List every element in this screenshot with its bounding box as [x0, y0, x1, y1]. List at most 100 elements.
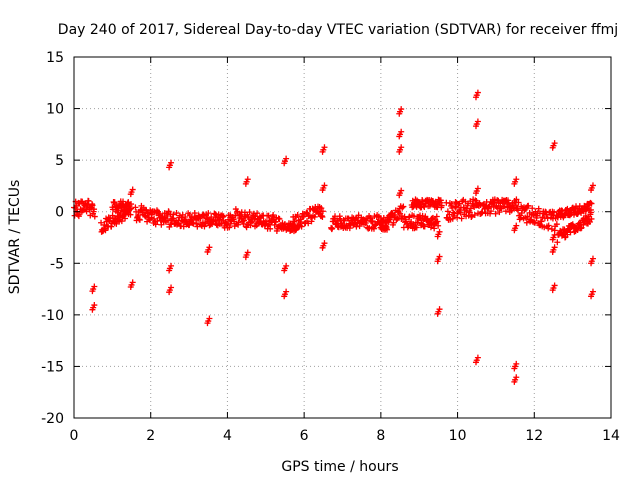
outlier-point — [398, 128, 405, 135]
band-point — [298, 223, 305, 230]
outlier-point — [472, 123, 479, 130]
outlier-point — [127, 284, 134, 291]
outlier-point — [513, 360, 520, 367]
band-point — [109, 212, 116, 219]
band-point — [438, 202, 445, 209]
outlier-point — [551, 231, 558, 238]
y-tick-label: 5 — [55, 153, 64, 169]
band-point — [226, 224, 233, 231]
band-point — [122, 215, 129, 222]
outlier-point — [474, 118, 481, 125]
outlier-point — [511, 365, 518, 372]
outlier-point — [166, 164, 173, 171]
band-point — [413, 224, 420, 231]
outlier-point — [91, 283, 98, 290]
outlier-point — [166, 267, 173, 274]
outlier-point — [398, 106, 405, 113]
outlier-point — [513, 176, 520, 183]
band-point — [75, 213, 82, 220]
outlier-point — [513, 222, 520, 229]
band-point — [513, 196, 520, 203]
plot-frame — [73, 56, 612, 419]
outlier-point — [244, 249, 251, 256]
outlier-point — [549, 144, 556, 151]
band-point — [435, 222, 442, 229]
band-point — [525, 202, 532, 209]
outlier-point — [206, 244, 213, 251]
grid-lines — [74, 57, 611, 418]
outlier-point — [281, 293, 288, 300]
outlier-point — [589, 182, 596, 189]
band-point — [433, 213, 440, 220]
band-point — [399, 204, 406, 211]
band-point — [588, 215, 595, 222]
outlier-point — [91, 302, 98, 309]
band-point — [460, 204, 467, 211]
outlier-point — [513, 374, 520, 381]
y-axis-label: SDTVAR / TECUs — [7, 180, 23, 295]
outlier-point — [434, 233, 441, 240]
outlier-point — [472, 94, 479, 101]
outlier-point — [551, 282, 558, 289]
band-point — [535, 205, 542, 212]
band-point — [518, 209, 525, 216]
band-point — [85, 198, 92, 204]
band-point — [587, 206, 594, 213]
band-point — [479, 209, 486, 216]
band-point — [514, 207, 521, 214]
outlier-point — [511, 227, 518, 234]
outlier-point — [549, 287, 556, 294]
band-point — [182, 214, 189, 221]
band-point — [541, 224, 548, 231]
outlier-point — [129, 279, 136, 286]
outlier-point — [127, 191, 134, 198]
band-point — [205, 210, 212, 217]
y-tick-label: 0 — [55, 205, 64, 221]
outlier-point — [551, 244, 558, 251]
outlier-point — [321, 182, 328, 189]
band-point — [524, 213, 531, 220]
outlier-point — [474, 89, 481, 96]
chart-title: Day 240 of 2017, Sidereal Day-to-day VTE… — [58, 22, 618, 38]
band-point — [488, 208, 495, 215]
band-point — [577, 225, 584, 232]
outlier-point — [436, 253, 443, 260]
band-point — [588, 200, 595, 207]
band-point — [91, 206, 98, 213]
band-point — [523, 219, 530, 226]
outlier-point — [168, 262, 175, 269]
x-tick-label: 4 — [223, 428, 232, 444]
band-point — [89, 202, 96, 209]
band-point — [421, 203, 428, 210]
outlier-point — [551, 140, 558, 147]
band-point — [502, 208, 509, 215]
band-point — [127, 211, 134, 218]
band-point — [553, 221, 560, 228]
band-point — [319, 213, 326, 220]
outlier-point — [396, 133, 403, 140]
outlier-point — [89, 306, 96, 313]
outlier-point — [283, 155, 290, 162]
outlier-point — [588, 293, 595, 300]
band-point — [446, 211, 453, 218]
outlier-point — [321, 240, 328, 247]
band-point — [318, 205, 325, 212]
band-point — [234, 208, 241, 215]
band-point — [369, 218, 376, 225]
band-point — [152, 221, 159, 228]
band-point — [151, 215, 158, 222]
band-point — [414, 219, 421, 226]
outlier-point — [474, 185, 481, 192]
x-tick-label: 2 — [146, 428, 155, 444]
band-point — [91, 213, 98, 220]
axis-ticks: 0 2 4 6 8 10 12 14 -20 -15 -10 -5 0 5 10 15 — [41, 50, 620, 444]
outlier-point — [204, 248, 211, 255]
band-point — [170, 211, 177, 218]
band-point — [142, 213, 149, 220]
x-tick-label: 8 — [376, 428, 385, 444]
band-point — [294, 212, 301, 219]
outlier-point — [436, 306, 443, 313]
outlier-point — [319, 187, 326, 194]
band-point — [538, 218, 545, 225]
